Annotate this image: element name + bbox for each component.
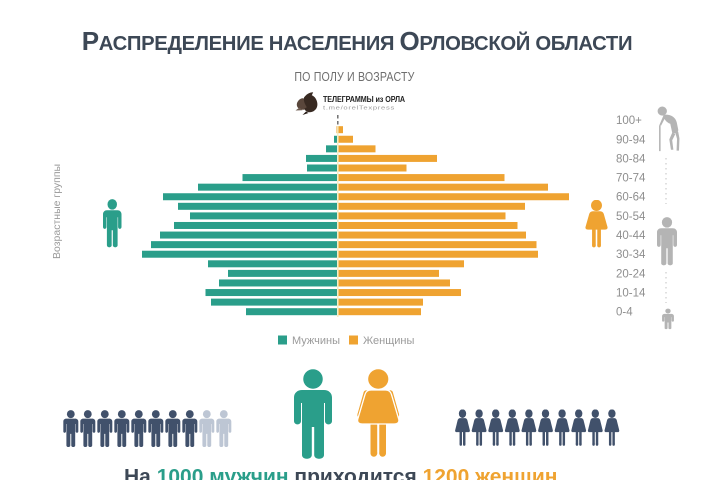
svg-text:70-74: 70-74 <box>616 173 646 185</box>
svg-text:Мужчины: Мужчины <box>292 335 340 347</box>
svg-text:10-14: 10-14 <box>616 288 646 300</box>
svg-text:t.me/orelTexpress: t.me/orelTexpress <box>323 106 395 112</box>
svg-text:40-44: 40-44 <box>616 230 646 242</box>
svg-text:20-24: 20-24 <box>616 268 646 280</box>
svg-text:90-94: 90-94 <box>616 134 646 146</box>
svg-text:Женщины: Женщины <box>363 335 414 347</box>
svg-text:80-84: 80-84 <box>616 153 646 165</box>
svg-text:Возрастные группы: Возрастные группы <box>51 164 63 259</box>
svg-text:0-4: 0-4 <box>616 307 633 319</box>
svg-text:ТЕЛЕГРАММЫ из ОРЛА: ТЕЛЕГРАММЫ из ОРЛА <box>323 94 405 104</box>
svg-text:60-64: 60-64 <box>616 192 646 204</box>
svg-text:50-54: 50-54 <box>616 211 646 223</box>
svg-text:30-34: 30-34 <box>616 249 646 261</box>
svg-text:На 1000 мужчин приходится 1200: На 1000 мужчин приходится 1200 женщин <box>124 466 557 480</box>
svg-text:100+: 100+ <box>616 115 642 127</box>
